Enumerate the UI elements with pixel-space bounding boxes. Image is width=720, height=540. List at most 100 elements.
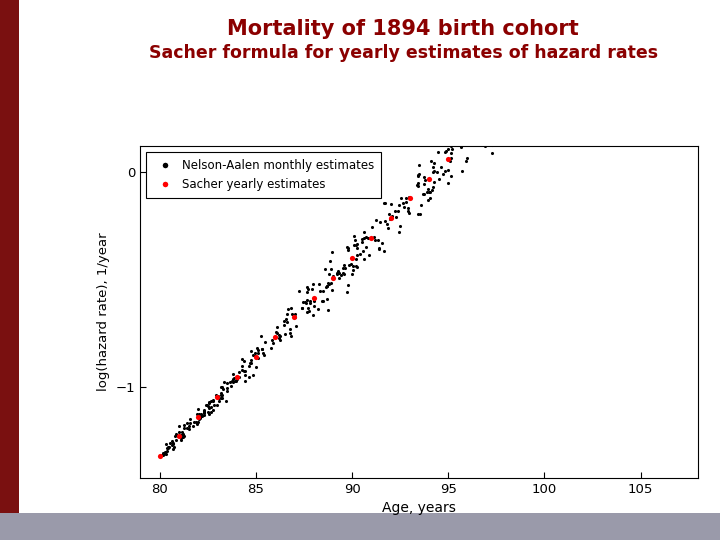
Point — [480, 141, 491, 150]
Point — [598, 0, 609, 1]
Point — [271, 328, 282, 336]
Point — [513, 82, 525, 91]
Point — [461, 157, 472, 165]
Point — [173, 431, 184, 440]
Point — [520, 119, 531, 128]
Point — [431, 167, 443, 176]
Point — [528, 56, 539, 64]
Point — [586, 53, 598, 62]
Point — [623, 0, 634, 8]
Point — [487, 141, 498, 150]
Point — [240, 370, 251, 379]
Point — [558, 36, 570, 44]
Point — [491, 76, 503, 84]
Point — [445, 153, 456, 162]
Point — [449, 131, 460, 139]
Point — [161, 446, 173, 455]
Point — [602, 0, 613, 4]
Point — [178, 430, 189, 439]
Point — [489, 116, 500, 124]
Point — [564, 19, 575, 28]
Point — [520, 74, 531, 83]
Point — [286, 310, 297, 319]
Point — [418, 172, 429, 181]
Point — [173, 432, 184, 441]
Point — [475, 136, 487, 145]
Point — [205, 403, 217, 411]
Point — [622, 0, 634, 3]
Point — [170, 430, 181, 438]
Point — [338, 270, 350, 279]
Point — [552, 20, 564, 29]
Point — [479, 114, 490, 123]
Point — [163, 443, 175, 451]
Point — [400, 193, 412, 202]
Point — [559, 55, 570, 64]
Point — [181, 418, 192, 427]
Point — [539, 77, 550, 86]
Point — [549, 24, 561, 33]
Point — [492, 113, 504, 122]
Point — [198, 407, 210, 415]
Point — [620, 10, 631, 19]
Point — [469, 134, 481, 143]
Point — [174, 428, 185, 436]
Point — [482, 123, 494, 131]
Point — [537, 37, 549, 46]
Point — [193, 418, 204, 427]
Point — [205, 396, 217, 405]
Point — [502, 97, 513, 106]
Point — [507, 99, 518, 107]
Point — [210, 390, 222, 399]
Point — [496, 100, 508, 109]
Point — [507, 69, 518, 78]
Point — [481, 120, 492, 129]
Point — [346, 269, 358, 278]
Point — [548, 18, 559, 27]
Point — [455, 143, 467, 151]
Point — [411, 181, 423, 190]
Point — [472, 131, 484, 140]
Point — [184, 425, 195, 434]
Point — [413, 170, 425, 178]
Point — [426, 185, 438, 194]
Point — [359, 234, 370, 242]
Point — [163, 443, 174, 452]
Point — [227, 369, 238, 378]
Point — [258, 338, 270, 347]
Point — [197, 411, 208, 420]
Point — [203, 399, 215, 407]
Point — [202, 401, 213, 409]
Point — [523, 105, 535, 114]
Point — [169, 432, 181, 441]
Point — [519, 75, 531, 84]
Point — [304, 299, 315, 307]
Point — [181, 424, 192, 433]
Point — [220, 397, 232, 406]
Point — [604, 1, 616, 10]
Point — [464, 121, 476, 130]
Point — [282, 304, 294, 313]
Point — [473, 119, 485, 128]
Point — [214, 394, 225, 403]
Point — [623, 4, 634, 12]
Point — [551, 38, 562, 47]
Point — [314, 286, 325, 295]
Point — [202, 407, 213, 416]
Point — [253, 346, 264, 354]
Point — [331, 269, 343, 278]
Point — [218, 378, 230, 387]
Point — [156, 451, 168, 460]
Point — [558, 16, 570, 25]
Point — [158, 450, 170, 458]
Point — [168, 445, 179, 454]
Point — [300, 298, 311, 306]
Point — [436, 134, 447, 143]
Point — [418, 190, 430, 199]
Point — [379, 217, 391, 226]
Point — [324, 270, 336, 279]
Point — [423, 195, 434, 204]
Point — [236, 366, 248, 374]
Point — [518, 132, 529, 140]
Point — [393, 201, 405, 210]
